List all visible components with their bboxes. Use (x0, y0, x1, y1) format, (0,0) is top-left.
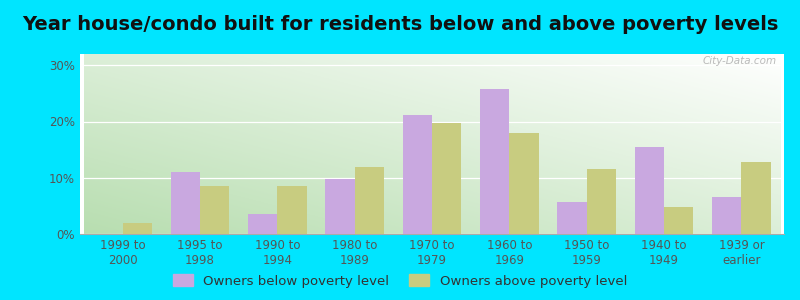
Legend: Owners below poverty level, Owners above poverty level: Owners below poverty level, Owners above… (170, 272, 630, 290)
Bar (326, 179, 354, 234)
Bar (664, 207, 694, 234)
Bar (558, 202, 586, 234)
Text: City-Data.com: City-Data.com (703, 56, 777, 66)
Bar (480, 89, 510, 234)
Bar (200, 186, 230, 234)
Bar (634, 147, 664, 234)
Bar (354, 167, 384, 234)
Bar (742, 162, 771, 234)
Bar (248, 214, 278, 234)
Bar (122, 223, 152, 234)
Bar (432, 123, 462, 234)
Bar (510, 133, 538, 234)
Bar (170, 172, 200, 234)
Bar (586, 169, 616, 234)
Bar (278, 186, 306, 234)
Text: Year house/condo built for residents below and above poverty levels: Year house/condo built for residents bel… (22, 15, 778, 34)
Bar (712, 197, 742, 234)
Bar (402, 115, 432, 234)
